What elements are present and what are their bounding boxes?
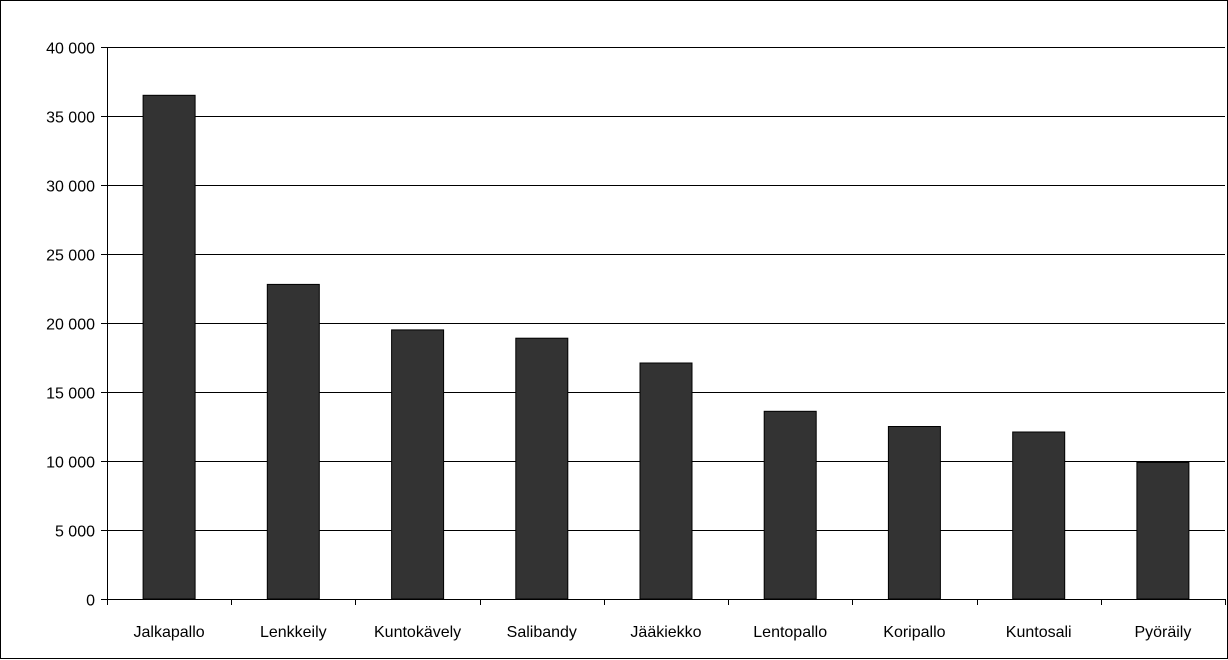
y-tick-label: 5 000 [55,524,95,541]
y-tick-label: 35 000 [46,110,95,127]
x-tick-label: Jalkapallo [134,624,205,641]
x-tick-label: Pyöräily [1134,624,1191,641]
y-tick-label: 20 000 [46,317,95,334]
x-axis-ticks: Jalkapallo Lenkkeily Kuntokävely Salibandy J… [107,599,1226,641]
y-tick-label: 30 000 [46,179,95,196]
bar [763,410,817,600]
bar [515,337,569,600]
x-tick-label: Lenkkeily [260,624,327,641]
bar [887,426,941,600]
x-tick-label: Koripallo [883,624,945,641]
bar [1136,461,1190,600]
y-tick-label: 0 [86,593,95,610]
x-tick-label: Salibandy [507,624,577,641]
y-tick-label: 25 000 [46,248,95,265]
bar [639,362,693,600]
x-tick-label: Lentopallo [753,624,827,641]
y-tick-label: 15 000 [46,386,95,403]
bar [142,94,196,600]
bar [266,283,320,600]
bars [142,94,1190,600]
x-tick-label: Kuntosali [1006,624,1072,641]
bar [1012,431,1066,600]
x-tick-label: Jääkiekko [630,624,701,641]
x-tick-label: Kuntokävely [374,624,461,641]
y-axis-ticks: 0 5 000 10 000 15 000 20 000 25 000 30 000 35 0… [46,41,107,610]
bar [391,329,445,600]
y-tick-label: 10 000 [46,455,95,472]
y-tick-label: 40 000 [46,41,95,58]
